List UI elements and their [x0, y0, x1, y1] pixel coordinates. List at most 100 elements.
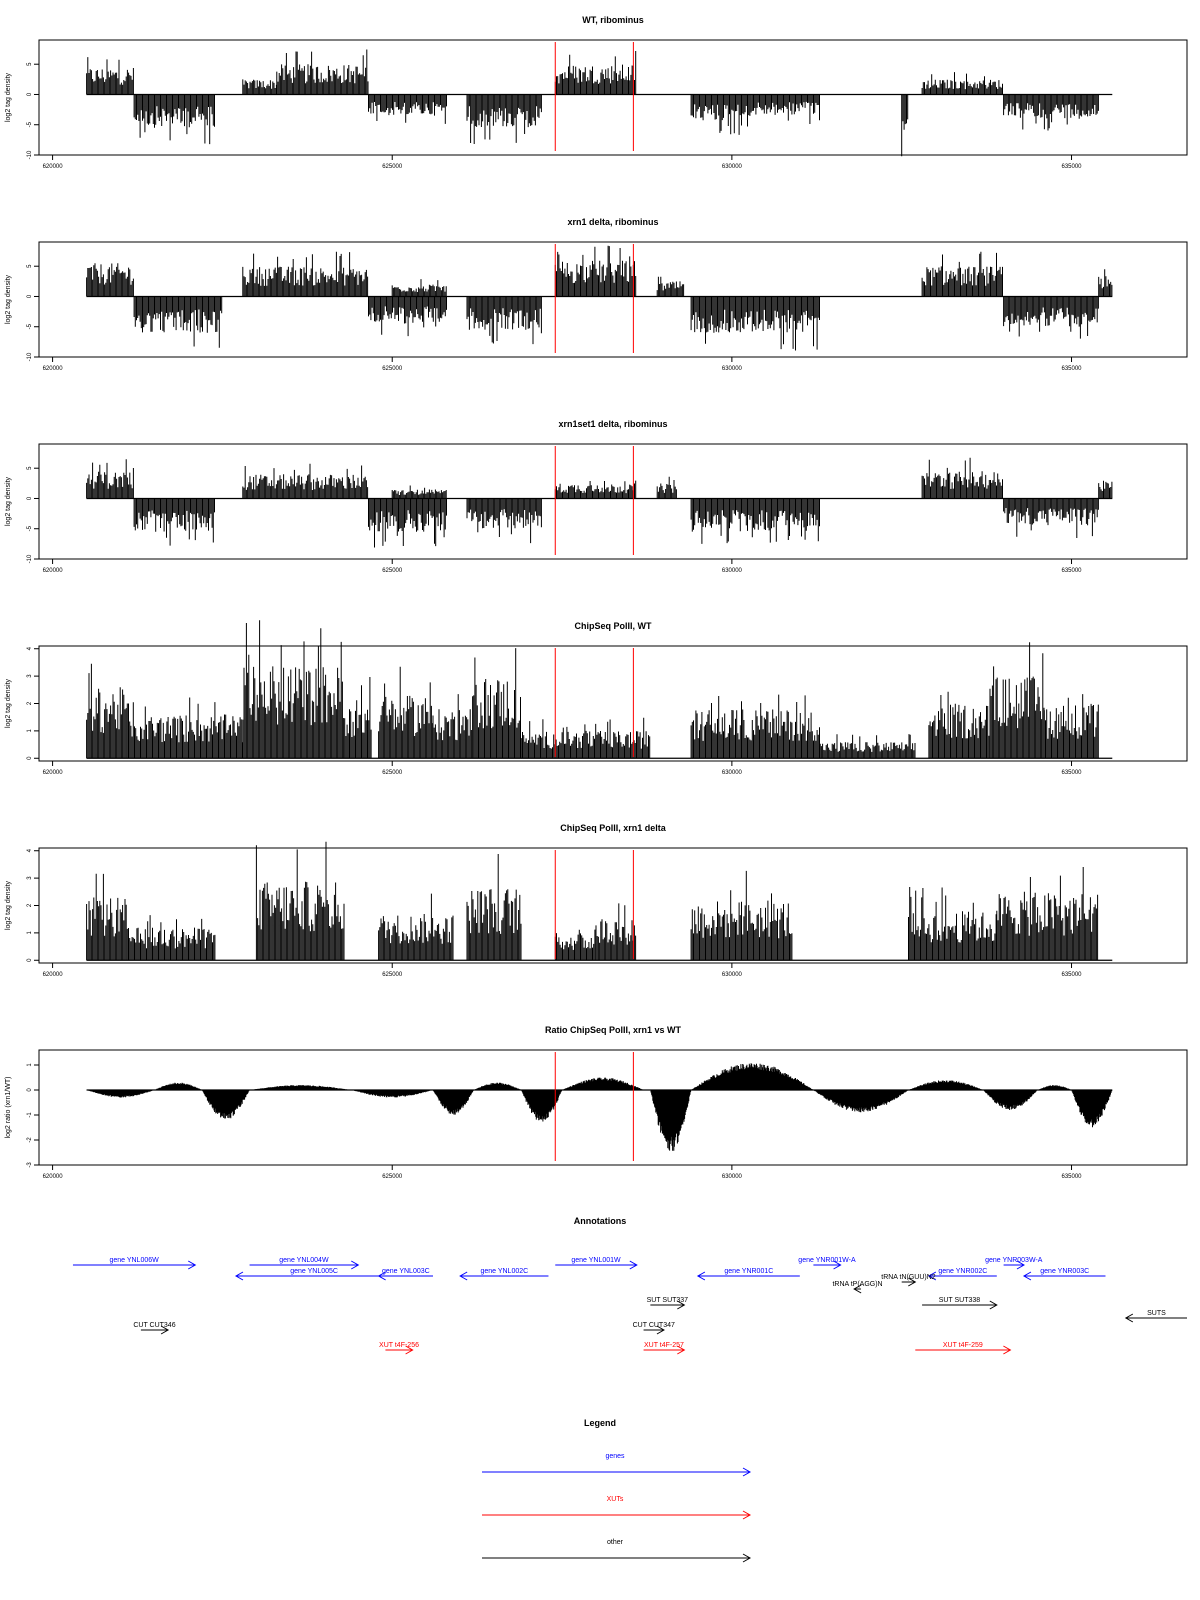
data-segment: [1043, 694, 1099, 759]
data-spikes: [1003, 296, 1099, 339]
plot-frame: [38, 241, 1188, 358]
data-spikes: [1043, 694, 1099, 759]
x-tick-label: 630000: [722, 164, 743, 170]
x-tick-label: 635000: [1062, 770, 1083, 776]
data-spikes: [1071, 1090, 1113, 1128]
y-tick-label: -1: [27, 1112, 33, 1118]
panel-title: ChipSeq PolII, WT: [575, 621, 652, 631]
annotation-label: gene YNL001W: [571, 1257, 621, 1264]
arrowhead: [742, 1510, 752, 1520]
data-spikes: [562, 1077, 644, 1090]
arrowhead: [656, 1325, 665, 1335]
data-spikes: [691, 1063, 814, 1090]
data-spikes: [921, 72, 1003, 95]
data-spikes: [433, 1090, 474, 1115]
annotations-track: gene YNL006W gene YNL005C gene YNL004W gene…: [72, 1257, 1187, 1355]
legend-title: Legend: [584, 1418, 616, 1428]
x-tick-label: 620000: [43, 972, 64, 978]
annotation-gene: gene YNR002C: [927, 1268, 997, 1281]
annotation-label: gene YNL005C: [290, 1268, 338, 1275]
data-segment: [690, 94, 752, 135]
data-segment: [691, 1063, 814, 1090]
x-tick-label: 620000: [43, 164, 64, 170]
data-spikes: [255, 841, 345, 961]
data-segment: [908, 887, 997, 961]
data-segment: [242, 251, 369, 297]
data-segment: [921, 72, 1003, 95]
data-segment: [656, 476, 677, 499]
data-segment: [154, 1082, 203, 1090]
data-segment: [255, 841, 345, 961]
annotation-label: SUT SUT338: [939, 1297, 981, 1304]
x-tick-label: 635000: [1062, 972, 1083, 978]
y-tick-label: 0: [27, 958, 33, 962]
data-spikes: [996, 867, 1099, 961]
annotation-xut: XUT t4F-256: [379, 1342, 419, 1355]
data-spikes: [378, 893, 454, 961]
data-segment: [249, 1085, 352, 1090]
data-segment: [996, 867, 1099, 961]
data-segment: [86, 663, 127, 759]
annotation-other: SUTS: [1124, 1310, 1187, 1323]
data-segment: [562, 1077, 644, 1090]
data-segment: [86, 57, 134, 95]
data-segment: [1037, 1085, 1072, 1090]
data-segment: [1071, 1090, 1113, 1128]
data-segment: [656, 276, 685, 297]
data-segment: [133, 94, 215, 145]
plot-frame: [38, 1049, 1188, 1166]
data-spikes: [819, 734, 916, 759]
data-segment: [368, 94, 447, 124]
data-segment: [690, 296, 820, 351]
annotation-gene: gene YNL005C: [234, 1268, 393, 1281]
data-segment: [242, 79, 277, 95]
y-tick-label: 1: [27, 1063, 33, 1067]
annotation-label: gene YNL002C: [480, 1268, 528, 1275]
arrowhead: [853, 1284, 862, 1294]
data-spikes: [554, 480, 637, 499]
data-segment: [595, 903, 637, 961]
data-segment: [86, 263, 134, 297]
annotation-other: SUT SUT338: [922, 1297, 998, 1310]
y-tick-label: 4: [27, 848, 33, 852]
data-segment: [368, 498, 447, 548]
data-spikes: [690, 296, 820, 351]
annotation-gene: gene YNL006W: [72, 1257, 197, 1270]
x-tick-label: 625000: [382, 164, 403, 170]
data-segment: [378, 666, 434, 759]
data-spikes: [908, 887, 997, 961]
arrowhead: [989, 1300, 998, 1310]
data-spikes: [242, 79, 277, 95]
data-spikes: [351, 1090, 433, 1098]
annotation-label: gene YNL004W: [279, 1257, 329, 1264]
data-spikes: [126, 697, 243, 759]
annotation-other: tRNA tP(AGG)N: [832, 1281, 883, 1294]
data-segment: [1003, 296, 1099, 339]
y-tick-label: -10: [27, 150, 33, 159]
annotation-gene: gene YNL001W: [555, 1257, 638, 1270]
data-spikes: [901, 94, 909, 157]
data-spikes: [126, 915, 216, 961]
data-segment: [908, 1080, 984, 1090]
data-segment: [1003, 94, 1099, 131]
data-spikes: [133, 498, 215, 546]
arrowhead: [187, 1260, 197, 1270]
y-tick-label: 0: [27, 92, 33, 96]
x-tick-label: 625000: [382, 972, 403, 978]
data-spikes: [86, 1090, 155, 1098]
data-segment: [126, 697, 243, 759]
data-spikes: [86, 663, 127, 759]
arrowhead: [1124, 1313, 1134, 1323]
data-segment: [368, 296, 447, 337]
panel-2: xrn1 delta, ribominus log2 tag density -10…: [5, 217, 1188, 372]
y-tick-label: 2: [27, 701, 33, 705]
data-segment: [650, 1090, 692, 1151]
data-spikes: [983, 1090, 1038, 1110]
annotation-label: gene YNL003C: [382, 1268, 430, 1275]
annotation-label: gene YNR002C: [938, 1268, 987, 1275]
panel-title: xrn1set1 delta, ribominus: [558, 419, 667, 429]
data-spikes: [690, 498, 820, 544]
x-tick-label: 620000: [43, 366, 64, 372]
x-tick-label: 625000: [382, 568, 403, 574]
data-spikes: [595, 903, 637, 961]
